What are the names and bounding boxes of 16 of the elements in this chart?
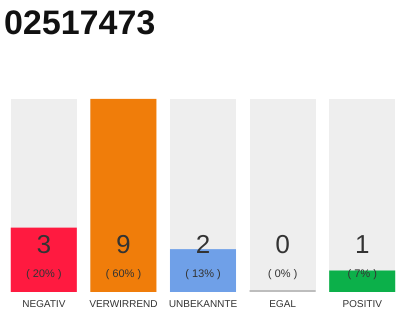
annotation: ( 13% ) (185, 268, 221, 280)
annotation: ( 60% ) (106, 268, 142, 280)
x-tick-label: NEGATIV (22, 298, 66, 310)
data-label: 3 (36, 229, 52, 260)
x-tick-label: POSITIV (342, 298, 382, 310)
x-tick-label: VERWIRREND (89, 298, 158, 310)
bar (329, 270, 396, 292)
data-label: 9 (116, 229, 131, 260)
data-label: 1 (354, 229, 370, 260)
x-tick-label: UNBEKANNTE (168, 298, 238, 310)
annotation: ( 0% ) (268, 268, 298, 280)
x-tick-label: EGAL (269, 298, 296, 310)
chart-title: 02517473 (4, 4, 156, 42)
annotation: ( 20% ) (26, 268, 62, 280)
data-label: 0 (275, 229, 290, 260)
annotation: ( 7% ) (348, 268, 377, 280)
